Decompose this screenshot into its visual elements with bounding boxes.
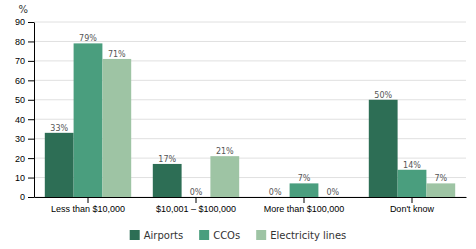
y-tick-label: 80 bbox=[15, 37, 25, 47]
bars bbox=[45, 43, 455, 197]
grid bbox=[34, 22, 466, 197]
data-label: 21% bbox=[216, 147, 234, 156]
y-tick-mark bbox=[28, 119, 34, 120]
y-axis-label: % bbox=[18, 4, 28, 15]
y-axis-line bbox=[34, 23, 35, 198]
grid-line bbox=[34, 22, 466, 23]
y-tick-label: 0 bbox=[20, 192, 25, 202]
y-tick: 40 bbox=[15, 115, 34, 125]
legend-swatch bbox=[256, 230, 266, 240]
x-tick: Don't know bbox=[390, 197, 435, 214]
grid-line bbox=[34, 41, 466, 42]
chart: 33% 17% 0% 50% 79% 0% 7% 14% 71% 21% 0% 7% 0 10 20 30 40… bbox=[0, 0, 476, 249]
legend-item: Airports bbox=[130, 230, 183, 241]
bar bbox=[74, 43, 103, 197]
data-labels: 33% 17% 0% 50% 79% 0% 7% 14% 71% 21% 0% 7% bbox=[50, 34, 447, 197]
y-tick-label: 10 bbox=[15, 173, 25, 183]
y-tick-label: 30 bbox=[15, 134, 25, 144]
data-label: 0% bbox=[190, 188, 203, 197]
bar bbox=[45, 133, 74, 197]
plot: 33% 17% 0% 50% 79% 0% 7% 14% 71% 21% 0% 7% 0 10 20 30 40… bbox=[15, 17, 467, 214]
x-tick-label: More than $100,000 bbox=[264, 204, 345, 214]
y-tick-label: 50 bbox=[15, 95, 25, 105]
data-label: 7% bbox=[434, 174, 447, 183]
legend: Airports CCOs Electricity lines bbox=[130, 230, 347, 241]
bar bbox=[426, 183, 455, 197]
y-tick-mark bbox=[28, 41, 34, 42]
bar bbox=[153, 164, 182, 197]
y-tick: 30 bbox=[15, 134, 34, 144]
y-tick-label: 70 bbox=[15, 56, 25, 66]
y-tick-mark bbox=[28, 178, 34, 179]
y-tick: 80 bbox=[15, 37, 34, 47]
y-tick-mark bbox=[28, 158, 34, 159]
x-tick-mark bbox=[196, 197, 197, 203]
x-axis: Less than $10,000 $10,001 – $100,000 More … bbox=[35, 197, 467, 214]
x-tick: Less than $10,000 bbox=[51, 197, 125, 214]
legend-item: Electricity lines bbox=[256, 230, 346, 241]
y-tick-mark bbox=[28, 139, 34, 140]
legend-item: CCOs bbox=[199, 230, 240, 241]
bar bbox=[369, 100, 398, 197]
bar bbox=[398, 170, 427, 197]
y-tick: 10 bbox=[15, 173, 34, 183]
y-tick-mark bbox=[28, 100, 34, 101]
data-label: 17% bbox=[158, 155, 176, 164]
x-tick: More than $100,000 bbox=[264, 197, 345, 214]
y-tick: 60 bbox=[15, 76, 34, 86]
data-label: 71% bbox=[108, 50, 126, 59]
data-label: 0% bbox=[269, 188, 282, 197]
legend-label: Airports bbox=[144, 230, 183, 241]
data-label: 0% bbox=[326, 188, 339, 197]
legend-swatch bbox=[130, 230, 140, 240]
data-label: 14% bbox=[403, 161, 421, 170]
y-axis: 0 10 20 30 40 50 60 70 80 90 bbox=[15, 17, 35, 202]
y-tick-label: 90 bbox=[15, 17, 25, 27]
x-tick-label: Don't know bbox=[390, 204, 435, 214]
data-label: 33% bbox=[50, 124, 68, 133]
bar bbox=[290, 183, 319, 197]
x-tick-mark bbox=[88, 197, 89, 203]
data-label: 79% bbox=[79, 34, 97, 43]
y-tick-label: 20 bbox=[15, 153, 25, 163]
y-tick-label: 60 bbox=[15, 76, 25, 86]
y-tick: 20 bbox=[15, 153, 34, 163]
bar bbox=[102, 59, 131, 197]
y-tick-mark bbox=[28, 22, 34, 23]
y-tick-label: 40 bbox=[15, 115, 25, 125]
x-tick: $10,001 – $100,000 bbox=[156, 197, 236, 214]
x-tick-label: Less than $10,000 bbox=[51, 204, 125, 214]
legend-swatch bbox=[199, 230, 209, 240]
x-tick-mark bbox=[412, 197, 413, 203]
x-tick-label: $10,001 – $100,000 bbox=[156, 204, 236, 214]
x-tick-mark bbox=[304, 197, 305, 203]
y-tick: 0 bbox=[20, 192, 34, 202]
y-tick: 90 bbox=[15, 17, 34, 27]
bar bbox=[210, 156, 239, 197]
legend-label: CCOs bbox=[213, 230, 240, 241]
legend-label: Electricity lines bbox=[270, 230, 346, 241]
y-tick-mark bbox=[28, 80, 34, 81]
y-tick-mark bbox=[28, 197, 34, 198]
y-tick-mark bbox=[28, 61, 34, 62]
data-label: 7% bbox=[298, 174, 311, 183]
y-tick: 50 bbox=[15, 95, 34, 105]
x-axis-line bbox=[35, 197, 467, 198]
y-tick: 70 bbox=[15, 56, 34, 66]
data-label: 50% bbox=[374, 91, 392, 100]
